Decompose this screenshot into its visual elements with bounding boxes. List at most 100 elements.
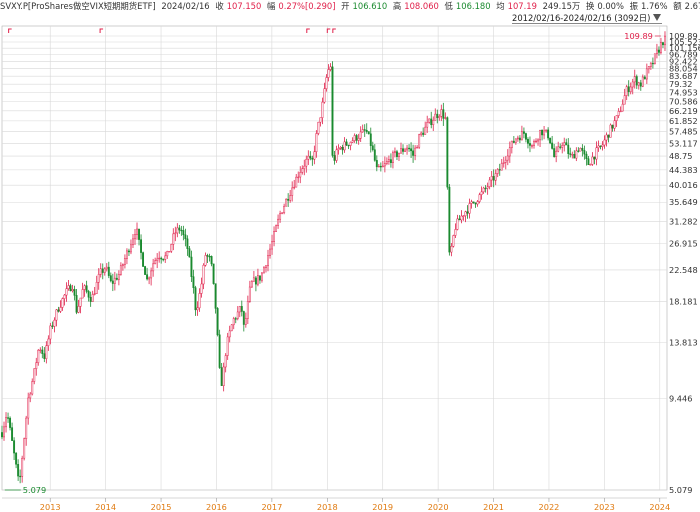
candle-body	[97, 274, 100, 283]
candle-body	[283, 205, 286, 214]
candle-body	[47, 338, 50, 346]
candle-body	[424, 126, 427, 135]
y-tick-label: 74.953	[669, 88, 698, 98]
y-tick-label: 44.383	[669, 165, 698, 175]
candle-body	[508, 147, 511, 157]
high-value: 108.060	[404, 1, 439, 11]
candle-body	[535, 140, 537, 143]
candle-body	[404, 149, 406, 152]
candle-body	[186, 238, 189, 249]
y-tick-label: 9.446	[669, 393, 692, 403]
candle-body	[529, 143, 531, 146]
candle-body	[456, 218, 459, 230]
y-tick-label: 35.649	[669, 197, 698, 207]
candle-body	[83, 285, 86, 290]
event-marker	[99, 28, 104, 33]
candle-body	[208, 255, 211, 258]
candle-body	[369, 133, 372, 146]
date-range-selector[interactable]: 2012/02/16-2024/02/16 (3092日)	[512, 13, 651, 23]
chart-layer: 5.079 9.446 13.813 18.181 22.548 26.915 31.282…	[1, 25, 700, 512]
candle-body	[178, 227, 181, 231]
candle-body	[363, 129, 366, 131]
candle-body	[182, 230, 185, 236]
candle-body	[119, 265, 122, 275]
candle-body	[353, 135, 356, 141]
candle-body	[132, 238, 134, 246]
candle-body	[531, 145, 533, 147]
candle-body	[510, 140, 513, 149]
candle-body	[103, 268, 106, 273]
candle-body	[198, 293, 201, 309]
candle-body	[486, 186, 489, 189]
x-tick-label: 2016	[206, 502, 227, 512]
candle-body	[301, 168, 304, 173]
candle-body	[615, 115, 618, 121]
candle-body	[5, 417, 7, 428]
candle-body	[418, 134, 421, 148]
candle-body	[33, 368, 36, 382]
candle-body	[391, 152, 394, 163]
candle-body	[307, 155, 310, 160]
candle-body	[1, 432, 3, 438]
candle-body	[154, 260, 157, 265]
y-tick-label: 66.219	[669, 106, 698, 116]
candle-body	[454, 229, 457, 236]
candle-body	[275, 225, 278, 232]
candle-body	[59, 307, 62, 312]
candle-body	[134, 234, 136, 240]
candle-body	[144, 266, 147, 275]
candle-body	[297, 176, 300, 179]
candle-body	[49, 325, 52, 340]
candle-body	[309, 155, 312, 159]
candle-body	[142, 252, 145, 267]
candle-body	[67, 285, 70, 289]
candle-body	[375, 160, 378, 168]
candle-body	[410, 148, 413, 152]
candle-body	[343, 141, 346, 151]
candle-body	[500, 163, 503, 171]
candle-body	[188, 248, 191, 258]
candle-body	[468, 203, 471, 214]
low-label: 低	[444, 1, 453, 11]
candle-body	[240, 306, 243, 312]
y-tick-label: 5.079	[669, 485, 692, 495]
candle-body	[406, 147, 408, 151]
candle-body	[472, 201, 475, 204]
candle-body	[105, 266, 108, 270]
candle-body	[242, 311, 245, 325]
candle-body	[293, 186, 296, 189]
caret-down-icon[interactable]	[653, 14, 661, 21]
open-label: 开	[341, 1, 350, 11]
candle-body	[657, 49, 660, 53]
y-tick-label: 26.915	[669, 239, 698, 249]
amount-value: 2.67亿	[684, 1, 700, 11]
candle-body	[75, 295, 78, 313]
candle-body	[412, 150, 415, 156]
x-tick-label: 2021	[483, 502, 504, 512]
candle-body	[95, 282, 98, 294]
candle-body	[520, 131, 523, 141]
candle-body	[63, 294, 66, 299]
candle-body	[123, 258, 126, 265]
candle-body	[398, 152, 400, 157]
candle-body	[248, 286, 251, 302]
candle-body	[569, 153, 572, 155]
x-tick-label: 2014	[95, 502, 116, 512]
candle-body	[285, 198, 288, 207]
candle-body	[490, 176, 493, 181]
x-tick-label: 2023	[594, 502, 615, 512]
candle-body	[85, 285, 88, 292]
candle-body	[61, 298, 64, 308]
y-tick-label: 53.117	[669, 138, 698, 148]
candle-body	[295, 176, 298, 188]
event-marker	[8, 28, 12, 33]
candle-body	[543, 130, 546, 136]
open-value: 106.610	[352, 1, 388, 11]
candle-body	[502, 162, 505, 164]
candle-body	[488, 179, 491, 187]
candle-body	[349, 141, 352, 146]
candle-body	[571, 154, 574, 156]
candle-body	[420, 132, 423, 135]
candle-body	[597, 145, 600, 149]
